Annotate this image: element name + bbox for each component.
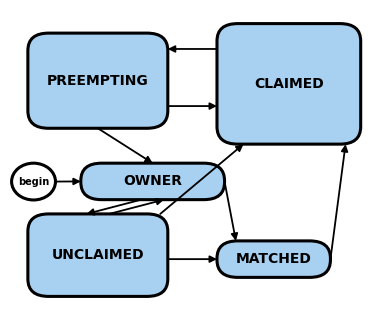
Text: begin: begin [18,177,49,187]
FancyBboxPatch shape [217,241,330,277]
Text: CLAIMED: CLAIMED [254,77,324,91]
FancyBboxPatch shape [81,163,224,200]
Text: PREEMPTING: PREEMPTING [47,74,149,88]
FancyBboxPatch shape [28,214,168,296]
FancyBboxPatch shape [217,24,361,144]
Text: UNCLAIMED: UNCLAIMED [51,248,144,262]
Text: MATCHED: MATCHED [236,252,312,266]
Circle shape [11,163,56,200]
FancyBboxPatch shape [28,33,168,128]
Text: OWNER: OWNER [123,174,182,188]
